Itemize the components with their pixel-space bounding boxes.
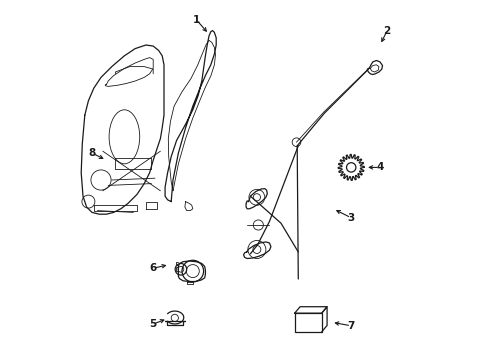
- Bar: [294, 313, 321, 332]
- Text: 1: 1: [193, 15, 200, 25]
- Text: 4: 4: [376, 162, 384, 172]
- Text: 2: 2: [384, 26, 391, 36]
- Text: 5: 5: [149, 319, 157, 329]
- Text: 7: 7: [347, 321, 355, 331]
- Text: 6: 6: [149, 263, 157, 273]
- Text: 8: 8: [88, 148, 96, 158]
- Text: 3: 3: [347, 213, 355, 223]
